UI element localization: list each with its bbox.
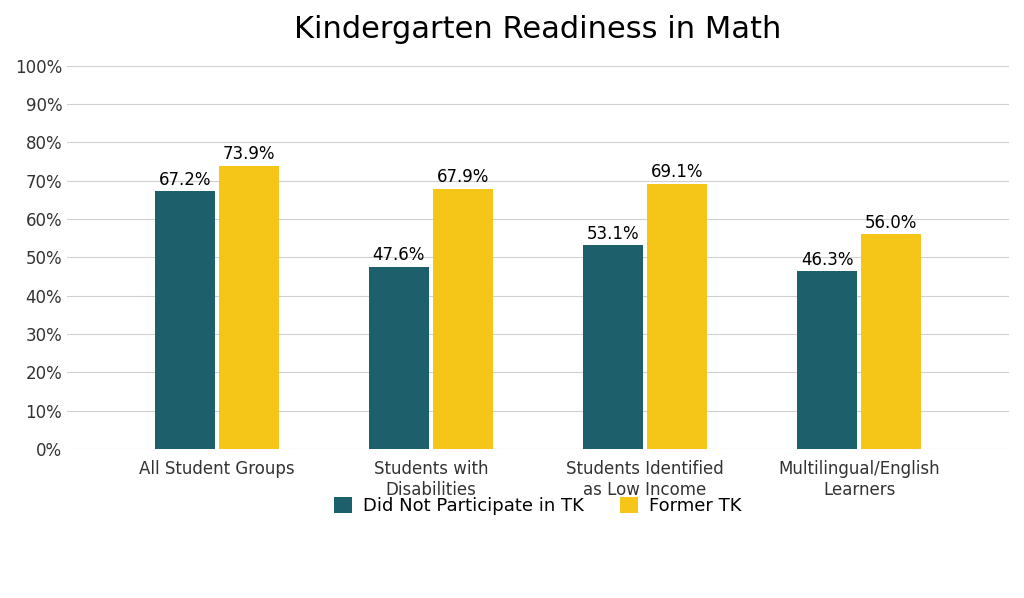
Text: 46.3%: 46.3% [801,251,853,269]
Bar [369,267,429,449]
Bar [583,245,643,449]
Text: 67.9%: 67.9% [437,168,489,186]
Legend: Did Not Participate in TK, Former TK: Did Not Participate in TK, Former TK [326,488,751,524]
Bar [861,234,922,449]
Bar [155,191,215,449]
Bar [797,271,857,449]
Text: 53.1%: 53.1% [587,225,639,243]
Bar [219,166,279,449]
Text: 73.9%: 73.9% [223,145,275,163]
Bar [647,184,708,449]
Text: 67.2%: 67.2% [159,171,211,189]
Bar [433,189,494,449]
Title: Kindergarten Readiness in Math: Kindergarten Readiness in Math [294,15,781,44]
Text: 47.6%: 47.6% [373,246,425,264]
Text: 56.0%: 56.0% [865,213,918,231]
Text: 69.1%: 69.1% [651,163,703,181]
